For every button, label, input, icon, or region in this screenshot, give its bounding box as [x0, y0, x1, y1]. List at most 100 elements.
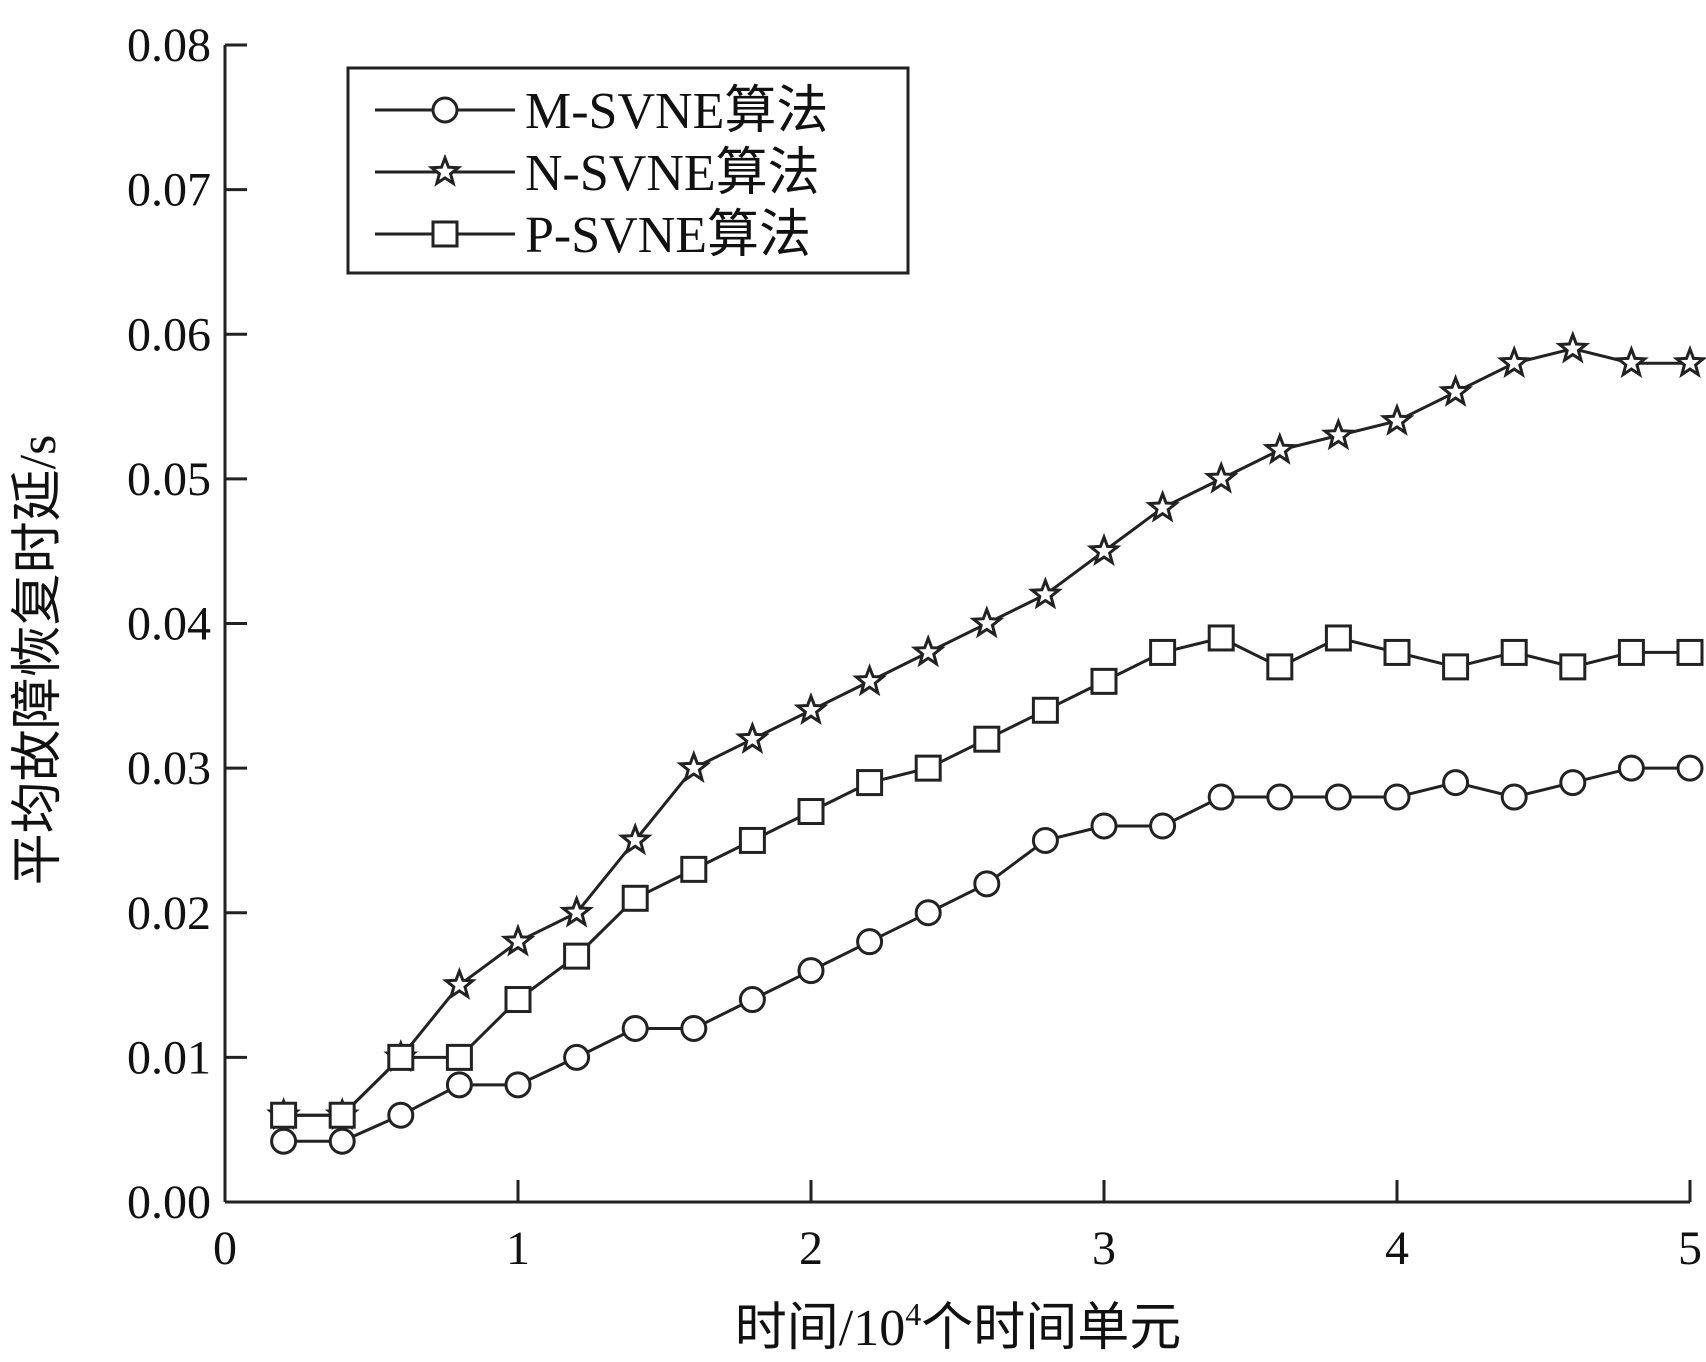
legend-label: P-SVNE算法 [525, 207, 811, 264]
circle-marker [1266, 783, 1294, 811]
circle-marker [797, 957, 825, 985]
star-marker [676, 749, 712, 783]
circle-marker [1383, 783, 1411, 811]
square-marker [1149, 638, 1177, 666]
y-tick-label: 0.03 [127, 742, 211, 795]
legend-circle-marker [431, 96, 459, 124]
circle-marker [680, 1014, 708, 1042]
square-marker [856, 769, 884, 797]
star-marker [500, 923, 536, 957]
circle-marker [1149, 812, 1177, 840]
y-tick-label: 0.00 [127, 1176, 211, 1229]
star-marker [1614, 344, 1649, 378]
series-group [266, 330, 1706, 1155]
circle-marker [1500, 783, 1528, 811]
square-marker [328, 1101, 356, 1129]
y-tick-label: 0.02 [127, 887, 211, 940]
circle-marker [738, 986, 766, 1014]
circle-marker [563, 1043, 591, 1071]
circle-marker [1031, 826, 1059, 854]
circle-marker [914, 899, 942, 927]
star-marker [559, 894, 594, 928]
square-marker [914, 754, 942, 782]
square-marker [1090, 667, 1118, 695]
square-marker [1383, 638, 1411, 666]
star-marker [852, 663, 887, 697]
star-marker [1262, 431, 1298, 465]
circle-marker [270, 1127, 298, 1155]
square-marker [973, 725, 1001, 753]
star-marker [1145, 489, 1180, 523]
star-marker [1496, 344, 1532, 378]
star-marker [969, 605, 1005, 639]
x-tick-label: 0 [213, 1222, 237, 1275]
circle-marker [328, 1127, 356, 1155]
star-marker [793, 692, 829, 726]
circle-marker [1324, 783, 1352, 811]
square-marker [504, 986, 532, 1014]
y-tick-label: 0.06 [127, 308, 211, 361]
star-marker [442, 966, 477, 1000]
y-tick-label: 0.08 [127, 19, 211, 72]
series-star [266, 330, 1706, 1131]
x-tick-label: 5 [1678, 1222, 1702, 1275]
x-tick-label: 4 [1385, 1222, 1409, 1275]
square-marker [445, 1043, 473, 1071]
circle-marker [504, 1071, 532, 1099]
x-tick-label: 2 [799, 1222, 823, 1275]
star-marker [1379, 402, 1415, 436]
x-tick-label: 1 [506, 1222, 530, 1275]
series-square [270, 624, 1704, 1129]
square-marker [1676, 638, 1704, 666]
star-marker [735, 720, 770, 754]
star-marker [1321, 417, 1356, 451]
square-marker [270, 1101, 298, 1129]
y-tick-label: 0.05 [127, 453, 211, 506]
square-marker [738, 826, 766, 854]
star-marker [1203, 460, 1239, 494]
x-axis-title: 时间/104个时间单元 [735, 1296, 1181, 1357]
star-marker [1028, 576, 1063, 610]
square-marker [1207, 624, 1235, 652]
circle-marker [1090, 812, 1118, 840]
square-marker [1266, 653, 1294, 681]
legend-label: M-SVNE算法 [525, 83, 828, 140]
circle-marker [973, 870, 1001, 898]
circle-marker [621, 1014, 649, 1042]
y-tick-label: 0.04 [127, 598, 211, 651]
square-marker [1500, 638, 1528, 666]
axis-ticks: 0.00 0.01 0.02 0.03 0.04 0.05 0.06 0.07 0.08 0 1 2 3… [127, 19, 1702, 1275]
square-marker [387, 1043, 415, 1071]
x-axis-title-main: 时间/10 [735, 1300, 905, 1357]
x-tick-label: 3 [1092, 1222, 1116, 1275]
square-marker [563, 942, 591, 970]
x-axis-title-suffix: 个时间单元 [921, 1300, 1181, 1357]
star-marker [1086, 532, 1122, 566]
series-circle [270, 754, 1704, 1155]
circle-marker [1442, 769, 1470, 797]
y-tick-label: 0.01 [127, 1031, 211, 1084]
square-marker [680, 855, 708, 883]
star-marker [1672, 344, 1706, 378]
square-marker [1031, 696, 1059, 724]
circle-marker [387, 1101, 415, 1129]
y-tick-label: 0.07 [127, 164, 211, 217]
square-marker [621, 884, 649, 912]
star-marker [910, 634, 946, 668]
square-marker [1559, 653, 1587, 681]
legend-label: N-SVNE算法 [525, 145, 820, 202]
y-axis-title: 平均故障恢复时延/s [10, 435, 67, 886]
square-marker [797, 798, 825, 826]
circle-marker [445, 1071, 473, 1099]
star-marker [617, 822, 653, 856]
star-marker [1438, 373, 1473, 407]
circle-marker [1559, 769, 1587, 797]
square-marker [1617, 638, 1645, 666]
circle-marker [1676, 754, 1704, 782]
legend-square-marker [431, 220, 459, 248]
legend-star-marker [427, 153, 463, 187]
circle-marker [1207, 783, 1235, 811]
circle-marker [856, 928, 884, 956]
